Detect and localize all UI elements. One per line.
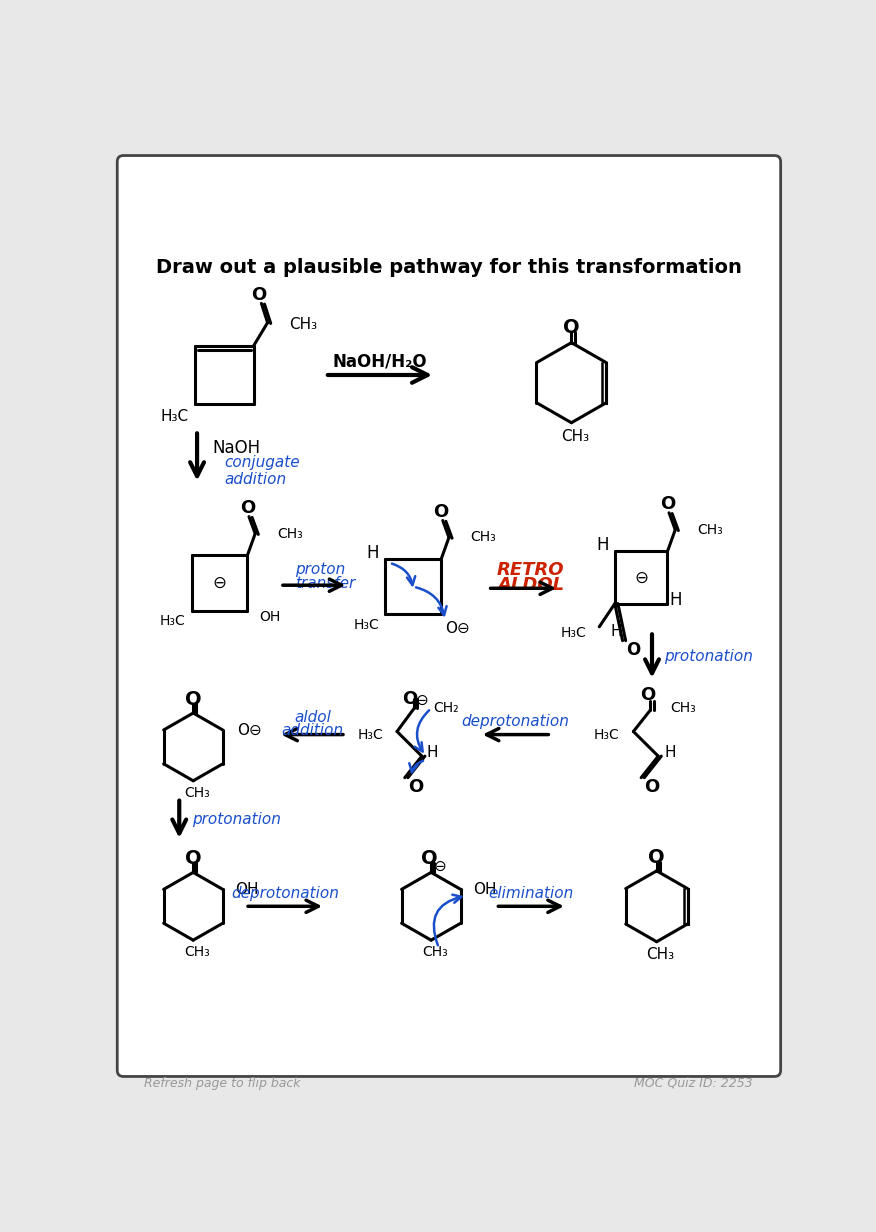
Text: H: H bbox=[596, 536, 609, 554]
Text: H₃C: H₃C bbox=[594, 728, 619, 743]
Text: conjugate
addition: conjugate addition bbox=[224, 455, 300, 488]
Text: Draw out a plausible pathway for this transformation: Draw out a plausible pathway for this tr… bbox=[156, 257, 742, 277]
Text: O⊖: O⊖ bbox=[445, 621, 470, 636]
Text: Refresh page to flip back: Refresh page to flip back bbox=[145, 1077, 300, 1090]
Text: O: O bbox=[240, 499, 255, 517]
Text: CH₃: CH₃ bbox=[184, 786, 210, 800]
Text: O: O bbox=[185, 849, 201, 869]
Text: O: O bbox=[648, 848, 665, 866]
Text: MOC Quiz ID: 2253: MOC Quiz ID: 2253 bbox=[634, 1077, 752, 1090]
Text: ⊖: ⊖ bbox=[434, 859, 447, 873]
Text: OH: OH bbox=[235, 882, 258, 897]
Text: ALDOL: ALDOL bbox=[497, 577, 564, 594]
Text: OH: OH bbox=[259, 610, 280, 623]
Text: addition: addition bbox=[281, 723, 343, 738]
Text: O⊖: O⊖ bbox=[237, 722, 261, 738]
Text: O: O bbox=[408, 777, 423, 796]
Text: CH₃: CH₃ bbox=[562, 429, 590, 444]
Text: H: H bbox=[611, 623, 622, 639]
Text: NaOH: NaOH bbox=[213, 439, 261, 457]
Text: deprotonation: deprotonation bbox=[462, 715, 569, 729]
Text: H₃C: H₃C bbox=[357, 728, 383, 743]
Text: CH₃: CH₃ bbox=[671, 701, 696, 716]
Text: proton: proton bbox=[295, 562, 346, 578]
Text: H₃C: H₃C bbox=[159, 615, 186, 628]
Text: O: O bbox=[185, 690, 201, 708]
Text: H: H bbox=[367, 543, 379, 562]
Text: protonation: protonation bbox=[193, 812, 281, 827]
Text: CH₃: CH₃ bbox=[646, 946, 675, 961]
Text: CH₃: CH₃ bbox=[470, 531, 497, 545]
Text: H: H bbox=[669, 591, 682, 609]
Text: CH₃: CH₃ bbox=[422, 945, 448, 960]
Text: ⊖: ⊖ bbox=[213, 574, 227, 591]
Text: deprotonation: deprotonation bbox=[231, 886, 339, 901]
Text: O: O bbox=[626, 641, 640, 659]
Text: O: O bbox=[403, 690, 418, 708]
FancyBboxPatch shape bbox=[117, 155, 781, 1077]
Text: O: O bbox=[251, 286, 266, 304]
Text: O: O bbox=[434, 503, 449, 521]
Text: CH₃: CH₃ bbox=[697, 522, 723, 537]
Text: O: O bbox=[563, 318, 580, 336]
Text: aldol: aldol bbox=[294, 710, 331, 726]
Text: H₃C: H₃C bbox=[160, 409, 188, 424]
Text: transfer: transfer bbox=[295, 577, 356, 591]
Text: OH: OH bbox=[473, 882, 497, 897]
Text: O: O bbox=[640, 686, 656, 705]
Text: CH₃: CH₃ bbox=[289, 317, 317, 331]
Text: H: H bbox=[427, 745, 438, 760]
Text: NaOH/H₂O: NaOH/H₂O bbox=[333, 352, 427, 371]
Text: RETRO: RETRO bbox=[497, 561, 564, 579]
Text: CH₃: CH₃ bbox=[184, 945, 210, 960]
Text: O: O bbox=[660, 495, 675, 514]
Text: ⊖: ⊖ bbox=[415, 694, 428, 708]
Text: CH₃: CH₃ bbox=[277, 526, 302, 541]
Text: O: O bbox=[421, 849, 438, 869]
Text: O: O bbox=[645, 777, 660, 796]
Text: H₃C: H₃C bbox=[353, 618, 379, 632]
Text: protonation: protonation bbox=[664, 648, 752, 664]
Text: ⊖: ⊖ bbox=[634, 568, 648, 586]
Text: H₃C: H₃C bbox=[561, 626, 586, 639]
Text: CH₂: CH₂ bbox=[434, 701, 459, 716]
Text: H: H bbox=[664, 745, 675, 760]
Text: elimination: elimination bbox=[489, 886, 574, 901]
